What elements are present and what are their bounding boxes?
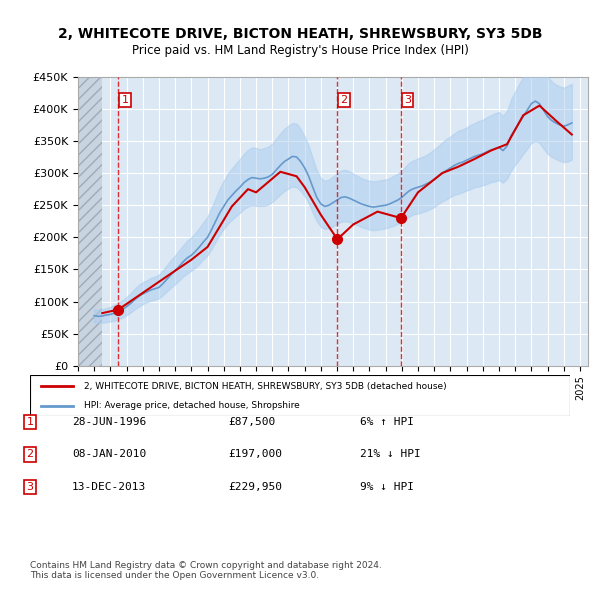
Text: 2: 2: [341, 95, 348, 105]
Text: Contains HM Land Registry data © Crown copyright and database right 2024.
This d: Contains HM Land Registry data © Crown c…: [30, 560, 382, 580]
Text: 2, WHITECOTE DRIVE, BICTON HEATH, SHREWSBURY, SY3 5DB (detached house): 2, WHITECOTE DRIVE, BICTON HEATH, SHREWS…: [84, 382, 446, 391]
Text: 3: 3: [26, 482, 34, 491]
Text: £197,000: £197,000: [228, 450, 282, 459]
Text: 9% ↓ HPI: 9% ↓ HPI: [360, 482, 414, 491]
FancyBboxPatch shape: [30, 375, 570, 416]
Text: £229,950: £229,950: [228, 482, 282, 491]
Text: 28-JUN-1996: 28-JUN-1996: [72, 417, 146, 427]
Text: 2: 2: [26, 450, 34, 459]
Text: HPI: Average price, detached house, Shropshire: HPI: Average price, detached house, Shro…: [84, 401, 300, 410]
Text: 1: 1: [26, 417, 34, 427]
Text: 2, WHITECOTE DRIVE, BICTON HEATH, SHREWSBURY, SY3 5DB: 2, WHITECOTE DRIVE, BICTON HEATH, SHREWS…: [58, 27, 542, 41]
Text: 1: 1: [122, 95, 128, 105]
Text: £87,500: £87,500: [228, 417, 275, 427]
Text: 13-DEC-2013: 13-DEC-2013: [72, 482, 146, 491]
Text: Price paid vs. HM Land Registry's House Price Index (HPI): Price paid vs. HM Land Registry's House …: [131, 44, 469, 57]
Text: 21% ↓ HPI: 21% ↓ HPI: [360, 450, 421, 459]
Text: 3: 3: [404, 95, 411, 105]
Text: 08-JAN-2010: 08-JAN-2010: [72, 450, 146, 459]
Bar: [78, 77, 102, 366]
Text: 6% ↑ HPI: 6% ↑ HPI: [360, 417, 414, 427]
